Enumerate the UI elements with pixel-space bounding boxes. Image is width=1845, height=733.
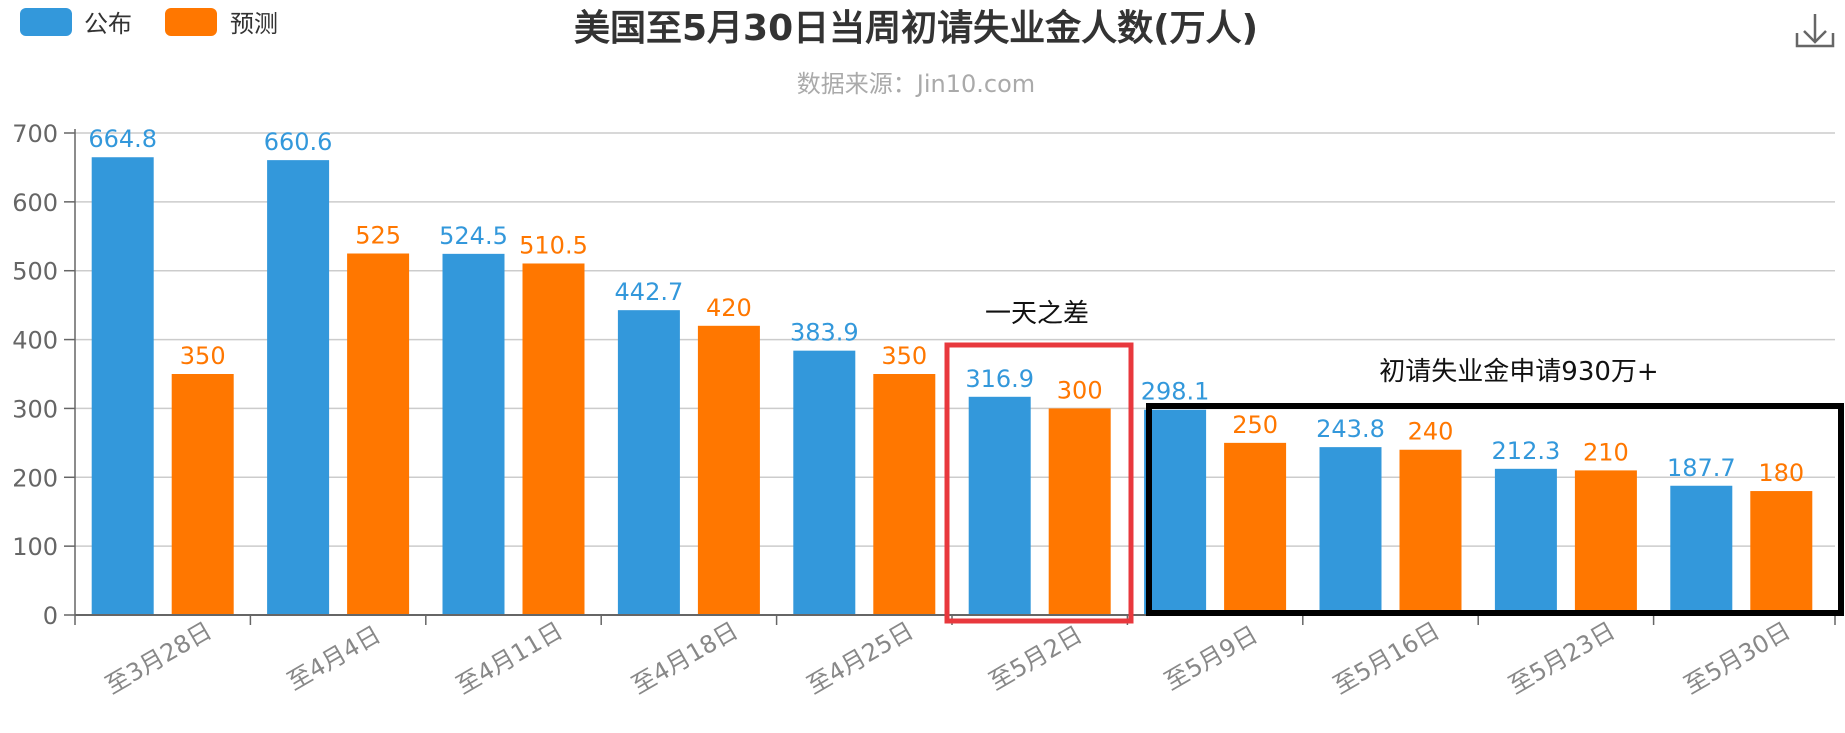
bar-published[interactable]: [1144, 409, 1207, 615]
bar-forecast[interactable]: [171, 374, 234, 615]
bar-published[interactable]: [793, 350, 856, 615]
legend-label-published[interactable]: 公布: [84, 10, 132, 38]
data-label-published: 660.6: [264, 128, 333, 156]
annotation-label-claims-930w: 初请失业金申请930万+: [1379, 357, 1658, 387]
bar-forecast[interactable]: [1048, 408, 1111, 615]
bar-forecast[interactable]: [1574, 470, 1637, 615]
bar-forecast[interactable]: [1224, 442, 1287, 615]
bar-published[interactable]: [617, 310, 680, 615]
y-axis: 0 100 200 300 400 500 600 700: [12, 120, 76, 630]
bar-forecast[interactable]: [873, 374, 936, 615]
bar-forecast[interactable]: [347, 253, 410, 616]
x-tick-label: 至5月16日: [1328, 616, 1444, 699]
y-tick-label: 400: [12, 327, 58, 355]
annotation-claims-930w: 初请失业金申请930万+: [1146, 357, 1844, 616]
data-label-forecast: 350: [180, 342, 226, 370]
legend[interactable]: 公布 预测: [20, 8, 278, 38]
data-label-published: 442.7: [615, 278, 684, 306]
bar-forecast[interactable]: [522, 263, 585, 615]
legend-swatch-forecast[interactable]: [165, 8, 217, 36]
bar-forecast[interactable]: [1399, 449, 1462, 615]
data-label-forecast: 525: [355, 222, 401, 250]
data-label-forecast: 240: [1408, 418, 1454, 446]
annotation-box-red: [944, 342, 1134, 624]
data-label-published: 187.7: [1667, 454, 1736, 482]
download-icon[interactable]: [1795, 14, 1835, 48]
data-labels: 664.8 350 660.6 525 524.5 510.5 442.7 420 383.9 3…: [88, 125, 1804, 487]
x-tick-label: 至3月28日: [101, 616, 217, 699]
grid: [75, 132, 1835, 547]
bar-forecast[interactable]: [1750, 491, 1813, 615]
y-tick-label: 500: [12, 258, 58, 286]
data-label-forecast: 180: [1758, 459, 1804, 487]
bar-published[interactable]: [1670, 485, 1733, 615]
bar-published[interactable]: [91, 157, 154, 615]
annotation-label-one-day-diff: 一天之差: [985, 299, 1089, 329]
data-label-published: 316.9: [965, 365, 1034, 393]
chart-title: 美国至5月30日当周初请失业金人数(万人): [574, 7, 1258, 49]
x-tick-label: 至5月2日: [984, 620, 1087, 696]
bar-published[interactable]: [1494, 468, 1557, 615]
data-label-forecast: 210: [1583, 438, 1629, 466]
bar-published[interactable]: [267, 160, 330, 616]
x-tick-label: 至5月9日: [1160, 620, 1263, 696]
data-label-published: 298.1: [1141, 378, 1210, 406]
data-label-forecast: 510.5: [519, 231, 588, 259]
x-axis: 至3月28日 至4月4日 至4月11日 至4月18日 至4月25日 至5月2日 至5月9日至…: [74, 614, 1836, 700]
x-tick-label: 至5月30日: [1679, 616, 1795, 699]
x-tick-label: 至5月23日: [1504, 616, 1620, 699]
y-tick-label: 300: [12, 395, 58, 423]
y-tick-label: 600: [12, 189, 58, 217]
y-tick-label: 700: [12, 120, 58, 148]
x-tick-label: 至4月18日: [627, 616, 743, 699]
data-label-forecast: 420: [706, 294, 752, 322]
x-tick-label: 至4月25日: [802, 616, 918, 699]
chart-subtitle: 数据来源：Jin10.com: [797, 70, 1035, 98]
bar-forecast[interactable]: [697, 325, 760, 615]
annotation-box-black: [1146, 403, 1844, 616]
data-label-published: 664.8: [88, 125, 157, 153]
data-label-forecast: 350: [881, 342, 927, 370]
data-label-forecast: 250: [1232, 411, 1278, 439]
data-label-forecast: 300: [1057, 376, 1103, 404]
bars: [91, 157, 1813, 616]
legend-label-forecast[interactable]: 预测: [230, 10, 278, 38]
data-label-published: 524.5: [439, 222, 508, 250]
data-label-published: 212.3: [1492, 437, 1561, 465]
y-tick-label: 100: [12, 533, 58, 561]
x-tick-label: 至4月4日: [283, 620, 386, 696]
y-tick-label: 200: [12, 464, 58, 492]
x-tick-label: 至4月11日: [451, 616, 567, 699]
annotation-one-day-diff: 一天之差: [944, 299, 1134, 624]
legend-swatch-published[interactable]: [20, 8, 72, 36]
data-label-published: 383.9: [790, 319, 859, 347]
data-label-published: 243.8: [1316, 415, 1385, 443]
bar-published[interactable]: [968, 396, 1031, 615]
bar-published[interactable]: [1319, 447, 1382, 615]
y-tick-label: 0: [43, 602, 58, 630]
bar-published[interactable]: [442, 253, 505, 615]
